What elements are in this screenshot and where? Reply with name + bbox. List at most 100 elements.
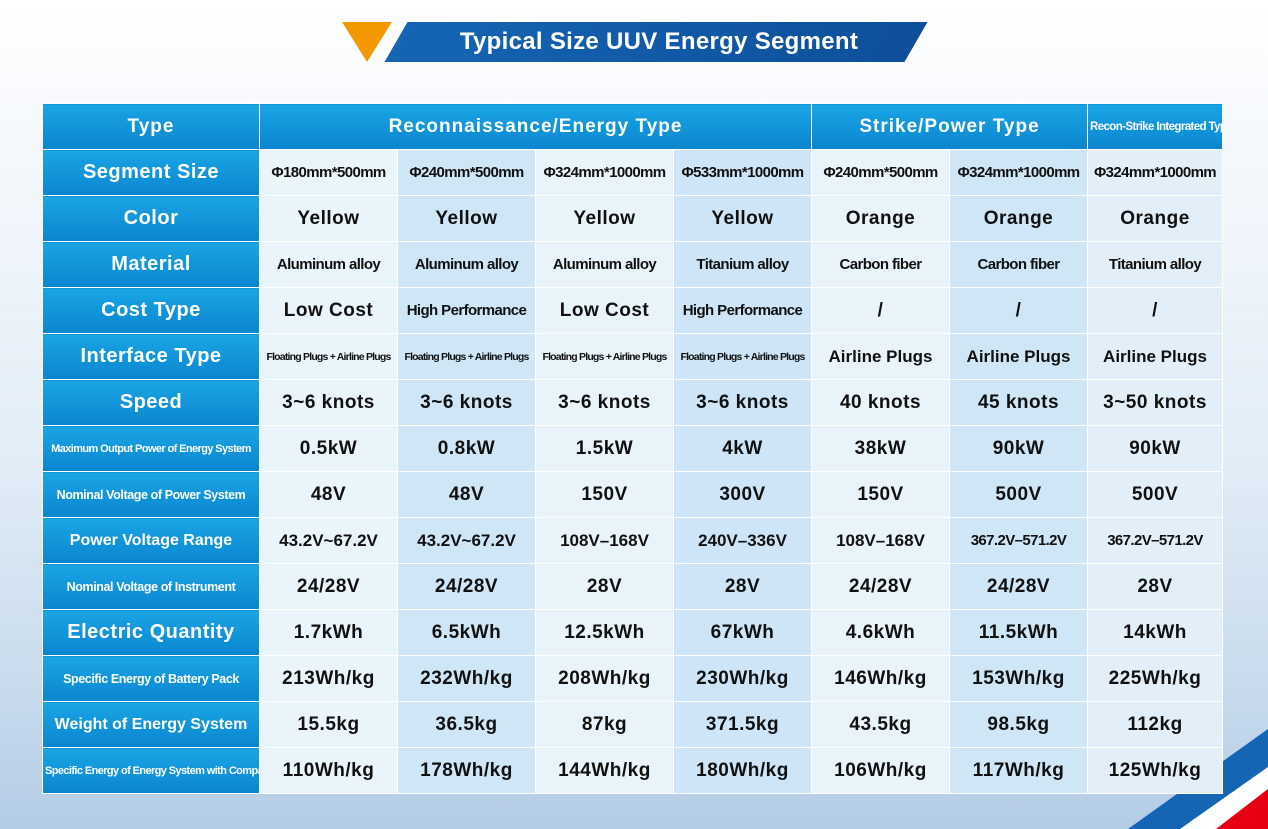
table-cell: Yellow xyxy=(673,195,812,242)
table-cell: 225Wh/kg xyxy=(1087,655,1224,702)
table-cell: 1.7kWh xyxy=(259,609,398,656)
table-cell: Φ240mm*500mm xyxy=(811,149,950,196)
table-cell: 15.5kg xyxy=(259,701,398,748)
table-cell: Yellow xyxy=(535,195,674,242)
table-cell: Yellow xyxy=(397,195,536,242)
row-label: Maximum Output Power of Energy System xyxy=(42,425,260,472)
table-row: Nominal Voltage of Power System 48V 48V … xyxy=(42,471,1224,518)
table-row: Interface Type Floating Plugs + Airline … xyxy=(42,333,1224,380)
table-cell: 0.5kW xyxy=(259,425,398,472)
table-cell: 500V xyxy=(948,471,1089,518)
table-cell: 28V xyxy=(673,563,812,610)
table-cell: Floating Plugs + Airline Plugs xyxy=(397,333,536,380)
table-cell: 117Wh/kg xyxy=(948,747,1089,794)
table-cell: 240V–336V xyxy=(673,517,812,564)
row-label: Electric Quantity xyxy=(42,609,260,656)
table-cell: 500V xyxy=(1087,471,1224,518)
table-row: Material Aluminum alloy Aluminum alloy A… xyxy=(42,241,1224,288)
table-cell: 43.5kg xyxy=(811,701,950,748)
table-cell: Φ324mm*1000mm xyxy=(948,149,1089,196)
table-cell: Carbon fiber xyxy=(948,241,1089,288)
header-banner: Typical Size UUV Energy Segment xyxy=(342,20,928,64)
row-label: Power Voltage Range xyxy=(42,517,260,564)
table-cell: Φ180mm*500mm xyxy=(259,149,398,196)
table-cell: 108V–168V xyxy=(535,517,674,564)
table-cell: 24/28V xyxy=(259,563,398,610)
table-cell: 213Wh/kg xyxy=(259,655,398,702)
table-cell: 48V xyxy=(397,471,536,518)
table-cell: / xyxy=(811,287,950,334)
table-cell: 367.2V–571.2V xyxy=(1087,517,1224,564)
table-cell: 0.8kW xyxy=(397,425,536,472)
table-row: Color Yellow Yellow Yellow Yellow Orange… xyxy=(42,195,1224,242)
table-cell: 106Wh/kg xyxy=(811,747,950,794)
table-row: Electric Quantity 1.7kWh 6.5kWh 12.5kWh … xyxy=(42,609,1224,656)
table-row: Speed 3~6 knots 3~6 knots 3~6 knots 3~6 … xyxy=(42,379,1224,426)
table-cell: 90kW xyxy=(1087,425,1224,472)
table-cell: 24/28V xyxy=(811,563,950,610)
row-label: Segment Size xyxy=(42,149,260,196)
group-header-strike: Strike/Power Type xyxy=(810,103,1089,150)
table-cell: High Performance xyxy=(673,287,812,334)
table-cell: 4.6kWh xyxy=(811,609,950,656)
table-cell: 14kWh xyxy=(1087,609,1224,656)
table-row: Segment Size Φ180mm*500mm Φ240mm*500mm Φ… xyxy=(42,149,1224,196)
table-cell: Titanium alloy xyxy=(673,241,812,288)
row-label: Type xyxy=(42,103,260,150)
row-label: Speed xyxy=(42,379,260,426)
table-cell: 110Wh/kg xyxy=(259,747,398,794)
table-cell: 178Wh/kg xyxy=(397,747,536,794)
table-cell: Orange xyxy=(948,195,1089,242)
row-label: Specific Energy of Energy System with Co… xyxy=(42,747,260,794)
row-label: Nominal Voltage of Power System xyxy=(42,471,260,518)
row-label: Specific Energy of Battery Pack xyxy=(42,655,260,702)
row-label: Interface Type xyxy=(42,333,260,380)
table-cell: Aluminum alloy xyxy=(259,241,398,288)
table-cell: 87kg xyxy=(535,701,674,748)
table-cell: 3~6 knots xyxy=(673,379,812,426)
table-cell: Carbon fiber xyxy=(811,241,950,288)
table-cell: / xyxy=(1087,287,1224,334)
table-row: Specific Energy of Energy System with Co… xyxy=(42,747,1224,794)
group-header-recon: Reconnaissance/Energy Type xyxy=(259,103,812,150)
table-cell: 144Wh/kg xyxy=(535,747,674,794)
table-cell: Titanium alloy xyxy=(1087,241,1224,288)
table-cell: Yellow xyxy=(259,195,398,242)
table-cell: 300V xyxy=(673,471,812,518)
table-cell: 371.5kg xyxy=(673,701,812,748)
table-cell: 180Wh/kg xyxy=(673,747,812,794)
table-row: Maximum Output Power of Energy System 0.… xyxy=(42,425,1224,472)
table-cell: 232Wh/kg xyxy=(397,655,536,702)
table-cell: Airline Plugs xyxy=(948,333,1089,380)
table-cell: 3~6 knots xyxy=(535,379,674,426)
row-label: Weight of Energy System xyxy=(42,701,260,748)
table-cell: 28V xyxy=(1087,563,1224,610)
table-cell: Floating Plugs + Airline Plugs xyxy=(535,333,674,380)
table-cell: High Performance xyxy=(397,287,536,334)
table-cell: Orange xyxy=(811,195,950,242)
table-cell: 11.5kWh xyxy=(948,609,1089,656)
table-cell: Airline Plugs xyxy=(1087,333,1224,380)
table-cell: 6.5kWh xyxy=(397,609,536,656)
table-cell: 43.2V~67.2V xyxy=(397,517,536,564)
table-cell: 3~6 knots xyxy=(397,379,536,426)
row-label: Nominal Voltage of Instrument xyxy=(42,563,260,610)
table-cell: 67kWh xyxy=(673,609,812,656)
table-cell: 1.5kW xyxy=(535,425,674,472)
table-cell: 208Wh/kg xyxy=(535,655,674,702)
group-header-integrated: Recon-Strike Integrated Type xyxy=(1087,103,1224,150)
table-cell: Aluminum alloy xyxy=(397,241,536,288)
table-cell: Φ240mm*500mm xyxy=(397,149,536,196)
table-row: Type Reconnaissance/Energy Type Strike/P… xyxy=(42,103,1224,150)
table-cell: Aluminum alloy xyxy=(535,241,674,288)
table-cell: 146Wh/kg xyxy=(811,655,950,702)
row-label: Material xyxy=(42,241,260,288)
table-row: Power Voltage Range 43.2V~67.2V 43.2V~67… xyxy=(42,517,1224,564)
table-cell: 38kW xyxy=(811,425,950,472)
table-cell: 108V–168V xyxy=(811,517,950,564)
row-label: Color xyxy=(42,195,260,242)
table-cell: 98.5kg xyxy=(948,701,1089,748)
table-row: Specific Energy of Battery Pack 213Wh/kg… xyxy=(42,655,1224,702)
table-cell: 24/28V xyxy=(948,563,1089,610)
table-row: Cost Type Low Cost High Performance Low … xyxy=(42,287,1224,334)
